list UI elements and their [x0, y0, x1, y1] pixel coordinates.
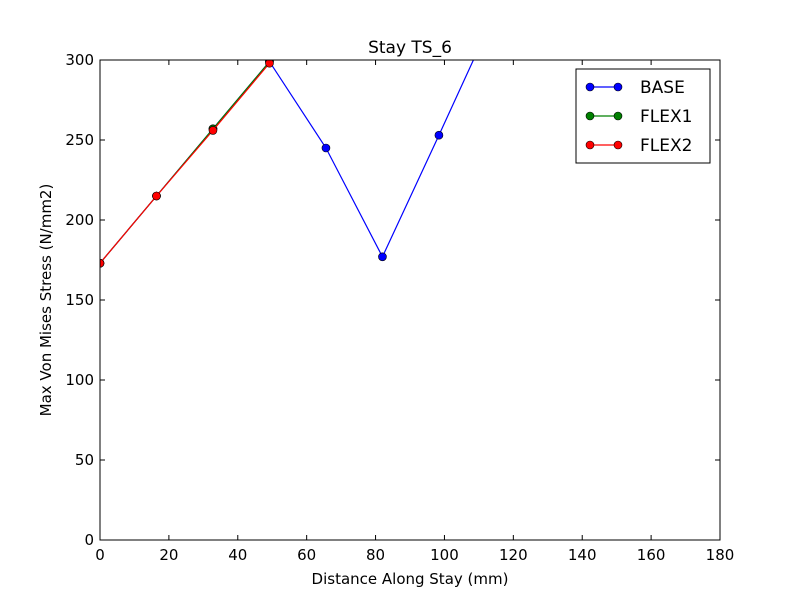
- data-point-flex2: [100, 258, 105, 268]
- x-tick-label: 100: [430, 546, 459, 564]
- x-tick-label: 80: [366, 546, 385, 564]
- chart-title: Stay TS_6: [368, 38, 452, 58]
- x-tick-label: 140: [568, 546, 597, 564]
- legend-marker-flex1: [613, 111, 623, 121]
- x-tick-label: 160: [637, 546, 666, 564]
- legend-label-base: BASE: [640, 78, 685, 98]
- y-axis: 0 50 100 150 200 250 300: [65, 51, 720, 549]
- legend-marker-base: [613, 82, 623, 92]
- data-point-base: [434, 130, 444, 140]
- y-tick-label: 100: [65, 371, 94, 389]
- x-tick-label: 40: [228, 546, 247, 564]
- y-tick-label: 300: [65, 51, 94, 69]
- y-tick-label: 200: [65, 211, 94, 229]
- x-tick-label: 60: [297, 546, 316, 564]
- data-point-base: [321, 143, 331, 153]
- data-point-flex2: [265, 60, 274, 68]
- x-tick-label: 180: [706, 546, 735, 564]
- y-tick-label: 0: [84, 531, 94, 549]
- data-point-flex2: [152, 191, 161, 201]
- y-tick-label: 250: [65, 131, 94, 149]
- legend: BASE FLEX1 FLEX2: [575, 68, 711, 164]
- y-axis-label: Max Von Mises Stress (N/mm2): [37, 184, 55, 417]
- legend-label-flex2: FLEX2: [640, 136, 692, 156]
- x-tick-label: 20: [159, 546, 178, 564]
- legend-marker-flex2: [613, 140, 623, 150]
- legend-marker-flex1: [585, 111, 595, 121]
- y-tick-label: 150: [65, 291, 94, 309]
- data-point-base: [491, 8, 499, 16]
- data-point-base: [378, 252, 387, 262]
- x-tick-label: 120: [499, 546, 528, 564]
- x-tick-label: 0: [95, 546, 105, 564]
- x-axis: 0 20 40 60 80 100 120 140 160 180: [95, 60, 734, 564]
- x-axis-label: Distance Along Stay (mm): [312, 570, 509, 588]
- y-tick-label: 50: [75, 451, 94, 469]
- series-layer: [100, 8, 499, 268]
- legend-label-flex1: FLEX1: [640, 107, 692, 127]
- legend-marker-flex2: [585, 140, 595, 150]
- data-point-flex2: [208, 126, 218, 135]
- legend-marker-base: [585, 82, 595, 92]
